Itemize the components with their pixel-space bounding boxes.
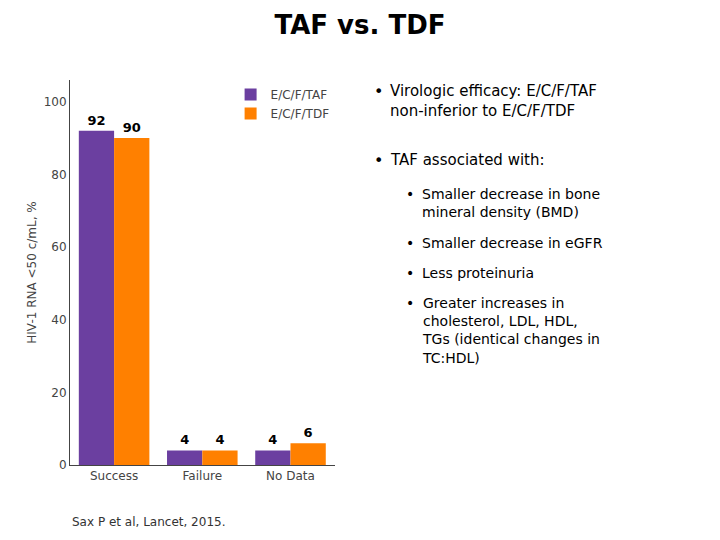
svg-text:0: 0 xyxy=(59,458,67,472)
svg-text:100: 100 xyxy=(44,95,67,109)
svg-text:TAF vs. TDF: TAF vs. TDF xyxy=(274,10,445,40)
svg-text:HIV-1 RNA <50 c/mL, %: HIV-1 RNA <50 c/mL, % xyxy=(25,201,39,343)
svg-text:E/C/F/TDF: E/C/F/TDF xyxy=(271,107,330,121)
svg-text:20: 20 xyxy=(51,386,66,400)
svg-text:Failure: Failure xyxy=(183,469,222,483)
svg-text:4: 4 xyxy=(215,432,224,447)
svg-text:Less proteinuria: Less proteinuria xyxy=(422,265,534,281)
svg-text:TAF associated with:: TAF associated with: xyxy=(390,151,545,169)
svg-text:Virologic efficacy: E/C/F/TAFn: Virologic efficacy: E/C/F/TAFnon-inferio… xyxy=(390,82,597,120)
svg-text:4: 4 xyxy=(268,432,277,447)
svg-text:80: 80 xyxy=(51,168,66,182)
svg-text:•: • xyxy=(406,186,414,202)
svg-text:•: • xyxy=(374,151,383,170)
svg-text:Success: Success xyxy=(90,469,138,483)
svg-text:92: 92 xyxy=(87,113,105,128)
svg-text:Greater increases incholestero: Greater increases incholesterol, LDL, HD… xyxy=(422,295,600,366)
svg-text:•: • xyxy=(374,82,383,101)
svg-text:•: • xyxy=(406,295,414,311)
svg-text:No Data: No Data xyxy=(266,469,315,483)
svg-text:60: 60 xyxy=(51,240,66,254)
svg-text:90: 90 xyxy=(123,120,141,135)
svg-text:•: • xyxy=(406,235,414,251)
svg-text:E/C/F/TAF: E/C/F/TAF xyxy=(271,88,328,102)
svg-text:Smaller decrease in boneminera: Smaller decrease in bonemineral density … xyxy=(422,186,600,220)
svg-text:40: 40 xyxy=(51,313,66,327)
svg-text:Sax P et al, Lancet, 2015.: Sax P et al, Lancet, 2015. xyxy=(72,515,225,529)
svg-text:6: 6 xyxy=(304,425,313,440)
svg-text:Smaller decrease in eGFR: Smaller decrease in eGFR xyxy=(422,235,603,251)
svg-text:4: 4 xyxy=(180,432,189,447)
svg-text:•: • xyxy=(406,265,414,281)
